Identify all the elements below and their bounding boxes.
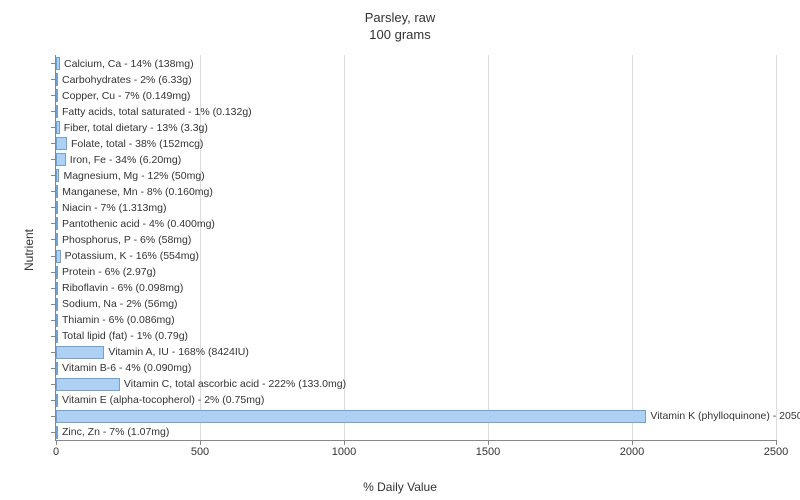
bar-label: Niacin - 7% (1.313mg)	[62, 202, 166, 214]
bar	[56, 73, 58, 86]
x-tick-mark	[200, 440, 201, 445]
bar-row: Iron, Fe - 34% (6.20mg)	[56, 153, 181, 167]
bar-row: Vitamin K (phylloquinone) - 2050% (1640.…	[56, 409, 800, 423]
bar-row: Potassium, K - 16% (554mg)	[56, 249, 199, 263]
bar-row: Phosphorus, P - 6% (58mg)	[56, 233, 191, 247]
bar-label: Vitamin B-6 - 4% (0.090mg)	[62, 362, 191, 374]
bar-label: Vitamin E (alpha-tocopherol) - 2% (0.75m…	[62, 394, 264, 406]
bar	[56, 137, 67, 150]
bar	[56, 378, 120, 391]
chart-title: Parsley, raw 100 grams	[0, 0, 800, 44]
bar-row: Fatty acids, total saturated - 1% (0.132…	[56, 105, 252, 119]
x-tick-label: 1000	[332, 446, 356, 458]
x-tick-label: 2000	[620, 446, 644, 458]
bar	[56, 330, 58, 343]
nutrient-chart: Parsley, raw 100 grams Nutrient 05001000…	[0, 0, 800, 500]
bar-label: Fiber, total dietary - 13% (3.3g)	[64, 122, 208, 134]
bar-row: Total lipid (fat) - 1% (0.79g)	[56, 329, 188, 343]
bar-label: Thiamin - 6% (0.086mg)	[62, 314, 175, 326]
y-axis-label: Nutrient	[22, 229, 36, 271]
bar	[56, 282, 58, 295]
x-axis-label: % Daily Value	[363, 480, 437, 494]
bar-label: Riboflavin - 6% (0.098mg)	[62, 282, 183, 294]
bar	[56, 169, 59, 182]
bar-label: Phosphorus, P - 6% (58mg)	[62, 234, 191, 246]
bar-label: Potassium, K - 16% (554mg)	[65, 250, 199, 262]
bar-row: Pantothenic acid - 4% (0.400mg)	[56, 217, 215, 231]
bar-label: Vitamin A, IU - 168% (8424IU)	[108, 346, 248, 358]
bar-label: Pantothenic acid - 4% (0.400mg)	[62, 218, 215, 230]
x-tick-mark	[56, 440, 57, 445]
bar-label: Iron, Fe - 34% (6.20mg)	[70, 154, 181, 166]
bar-label: Zinc, Zn - 7% (1.07mg)	[62, 426, 169, 438]
bar-row: Thiamin - 6% (0.086mg)	[56, 313, 175, 327]
bar-row: Riboflavin - 6% (0.098mg)	[56, 281, 183, 295]
bar-label: Calcium, Ca - 14% (138mg)	[64, 58, 194, 70]
bar-label: Magnesium, Mg - 12% (50mg)	[63, 170, 204, 182]
bar	[56, 105, 58, 118]
bar-row: Niacin - 7% (1.313mg)	[56, 201, 166, 215]
bar-label: Manganese, Mn - 8% (0.160mg)	[62, 186, 213, 198]
bar-label: Sodium, Na - 2% (56mg)	[62, 298, 178, 310]
plot-area: 05001000150020002500Calcium, Ca - 14% (1…	[55, 55, 776, 441]
bar	[56, 314, 58, 327]
bar	[56, 410, 646, 423]
bar-row: Magnesium, Mg - 12% (50mg)	[56, 169, 205, 183]
bar-label: Copper, Cu - 7% (0.149mg)	[62, 90, 190, 102]
bar-label: Protein - 6% (2.97g)	[62, 266, 156, 278]
grid-line	[632, 55, 633, 440]
bar-row: Vitamin E (alpha-tocopherol) - 2% (0.75m…	[56, 393, 264, 407]
bar	[56, 426, 58, 439]
bar	[56, 362, 58, 375]
x-tick-mark	[488, 440, 489, 445]
bar	[56, 250, 61, 263]
bar-label: Vitamin C, total ascorbic acid - 222% (1…	[124, 378, 346, 390]
bar	[56, 233, 58, 246]
x-tick-mark	[776, 440, 777, 445]
bar-row: Carbohydrates - 2% (6.33g)	[56, 73, 192, 87]
bar-label: Carbohydrates - 2% (6.33g)	[62, 74, 192, 86]
bar	[56, 57, 60, 70]
title-line1: Parsley, raw	[365, 10, 436, 25]
bar-row: Vitamin C, total ascorbic acid - 222% (1…	[56, 377, 346, 391]
bar-row: Copper, Cu - 7% (0.149mg)	[56, 89, 190, 103]
bar	[56, 121, 60, 134]
bar-label: Total lipid (fat) - 1% (0.79g)	[62, 330, 188, 342]
bar-label: Folate, total - 38% (152mcg)	[71, 138, 203, 150]
grid-line	[488, 55, 489, 440]
bar-row: Fiber, total dietary - 13% (3.3g)	[56, 121, 208, 135]
x-tick-mark	[344, 440, 345, 445]
x-tick-label: 1500	[476, 446, 500, 458]
bar	[56, 217, 58, 230]
bar	[56, 153, 66, 166]
x-tick-mark	[632, 440, 633, 445]
grid-line	[776, 55, 777, 440]
bar	[56, 201, 58, 214]
bar-row: Zinc, Zn - 7% (1.07mg)	[56, 425, 169, 439]
bar	[56, 298, 58, 311]
bar-row: Vitamin B-6 - 4% (0.090mg)	[56, 361, 191, 375]
bar-row: Folate, total - 38% (152mcg)	[56, 137, 203, 151]
x-tick-label: 500	[191, 446, 209, 458]
bar-row: Sodium, Na - 2% (56mg)	[56, 297, 178, 311]
bar	[56, 89, 58, 102]
bar-row: Calcium, Ca - 14% (138mg)	[56, 57, 194, 71]
bar	[56, 185, 58, 198]
bar-row: Protein - 6% (2.97g)	[56, 265, 156, 279]
bar-row: Vitamin A, IU - 168% (8424IU)	[56, 345, 249, 359]
title-line2: 100 grams	[369, 27, 430, 42]
x-tick-label: 2500	[764, 446, 788, 458]
bar-row: Manganese, Mn - 8% (0.160mg)	[56, 185, 213, 199]
bar	[56, 346, 104, 359]
bar-label: Fatty acids, total saturated - 1% (0.132…	[62, 106, 252, 118]
bar-label: Vitamin K (phylloquinone) - 2050% (1640.…	[650, 410, 800, 422]
x-tick-label: 0	[53, 446, 59, 458]
bar	[56, 266, 58, 279]
bar	[56, 394, 58, 407]
